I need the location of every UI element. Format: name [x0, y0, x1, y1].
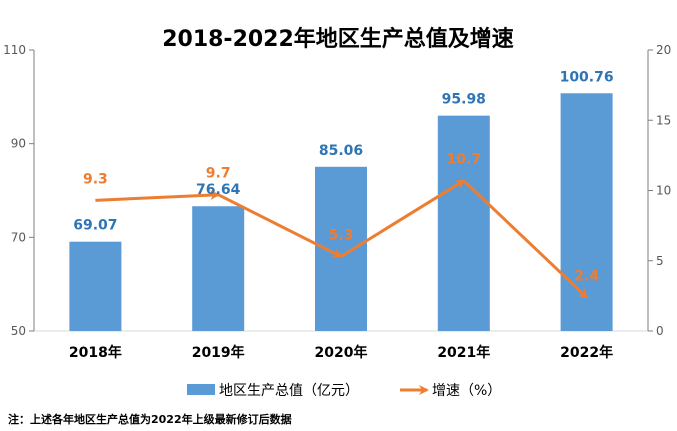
footnote: 注：上述各年地区生产总值为2022年上级最新修订后数据 — [8, 412, 292, 426]
y-right-tick-label: 15 — [656, 113, 671, 127]
y-left-tick-label: 110 — [3, 43, 26, 57]
y-left-tick-label: 50 — [11, 324, 26, 338]
axes: 50 70 90 110 0 5 10 15 20 — [3, 43, 671, 338]
bar-value-label: 76.64 — [196, 182, 241, 198]
legend-bar-label: 地区生产总值（亿元） — [219, 383, 359, 399]
x-axis-label: 2021年 — [437, 344, 490, 361]
y-right-tick-label: 20 — [656, 43, 671, 57]
bars — [69, 93, 613, 331]
line-segment — [462, 179, 589, 299]
bar-value-label: 100.76 — [560, 69, 614, 85]
growth-value-label: 10.7 — [447, 152, 482, 168]
y-right-tick-label: 5 — [656, 254, 664, 268]
bar — [69, 241, 122, 331]
growth-value-label: 9.7 — [206, 166, 231, 182]
y-left-tick-label: 90 — [11, 137, 26, 151]
legend-bar-swatch — [187, 384, 215, 395]
legend-line-label: 增速（%） — [432, 383, 501, 399]
growth-value-label: 9.3 — [83, 171, 108, 187]
y-left-tick-label: 70 — [11, 230, 26, 244]
x-axis-label: 2018年 — [69, 344, 122, 361]
line-segment — [217, 193, 343, 258]
bar — [192, 206, 245, 331]
growth-line — [95, 179, 589, 299]
y-right-tick-label: 0 — [656, 324, 664, 338]
growth-value-label: 5.3 — [329, 228, 354, 244]
bar-value-label: 95.98 — [442, 92, 486, 108]
x-axis-labels: 2018年 2019年 2020年 2021年 2022年 — [69, 344, 613, 361]
line-segment — [340, 179, 466, 258]
x-axis-label: 2020年 — [315, 344, 368, 361]
legend: 地区生产总值（亿元） 增速（%） — [187, 383, 501, 399]
bar — [437, 115, 490, 331]
data-labels: 69.07 76.64 85.06 95.98 100.76 9.3 9.7 5.3 10.7 2… — [73, 69, 613, 284]
y-right-tick-label: 10 — [656, 184, 671, 198]
x-axis-label: 2019年 — [192, 344, 245, 361]
bar-value-label: 69.07 — [73, 218, 117, 234]
bar-value-label: 85.06 — [319, 143, 363, 159]
line-segment — [95, 190, 221, 202]
chart-title: 2018-2022年地区生产总值及增速 — [162, 26, 514, 52]
x-axis-label: 2022年 — [560, 344, 613, 361]
growth-value-label: 2.4 — [574, 268, 599, 284]
